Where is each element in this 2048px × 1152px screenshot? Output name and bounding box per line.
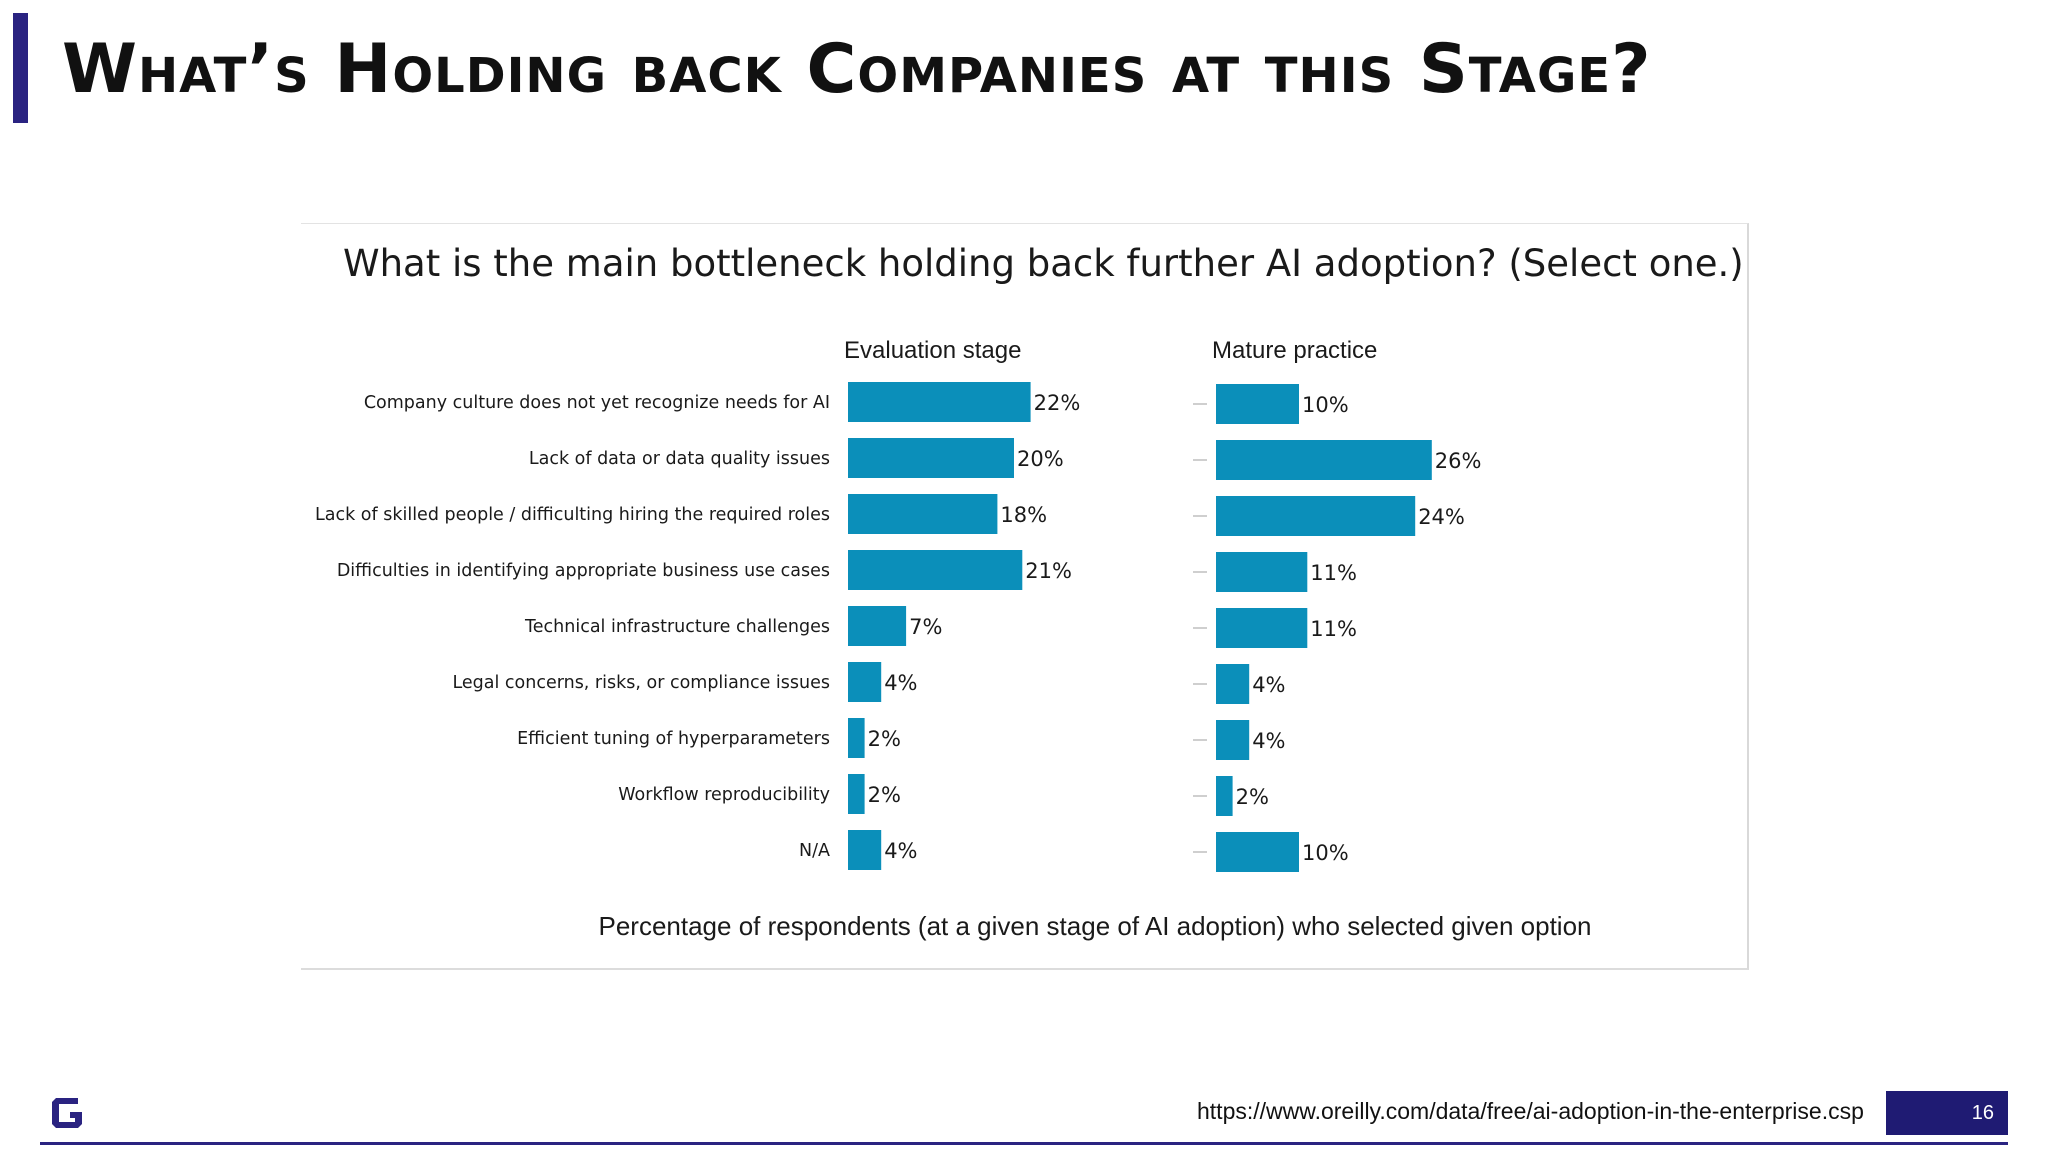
x-axis-caption: Percentage of respondents (at a given st… (598, 911, 1591, 941)
bar-value-label: 22% (1034, 391, 1081, 415)
page-number-badge: 16 (1886, 1091, 2008, 1135)
chart-title: What is the main bottleneck holding back… (343, 242, 1744, 285)
source-link[interactable]: https://www.oreilly.com/data/free/ai-ado… (1197, 1098, 1864, 1124)
mature-practice-bars: 10% 26% 24% 11% 11% 4% 4% 2% 10% (1193, 384, 1481, 872)
category-label: Technical infrastructure challenges (524, 617, 830, 637)
mature-bar (1216, 552, 1308, 592)
category-label: Workflow reproducibility (618, 785, 830, 805)
bar-value-label: 26% (1435, 449, 1482, 473)
bar-value-label: 11% (1310, 617, 1357, 641)
mature-bar (1216, 720, 1250, 760)
evaluation-bar (848, 718, 865, 758)
mature-bar (1216, 496, 1416, 536)
evaluation-bar (848, 438, 1014, 478)
mature-bar (1216, 832, 1299, 872)
bar-value-label: 10% (1302, 841, 1349, 865)
evaluation-bar (848, 830, 882, 870)
mature-bar (1216, 440, 1432, 480)
bar-value-label: 11% (1310, 561, 1357, 585)
slide-title: What’s Holding back Companies at this St… (62, 30, 1652, 109)
bottleneck-bar-chart: What is the main bottleneck holding back… (315, 242, 1744, 941)
bar-value-label: 20% (1017, 447, 1064, 471)
category-label: Efficient tuning of hyperparameters (517, 729, 830, 749)
bar-value-label: 4% (1252, 729, 1285, 753)
category-label: Difficulties in identifying appropriate … (337, 561, 830, 581)
bar-value-label: 7% (909, 615, 942, 639)
evaluation-bar (848, 774, 865, 814)
chart-card: What is the main bottleneck holding back… (301, 223, 1749, 970)
bar-value-label: 2% (1236, 785, 1269, 809)
bar-value-label: 24% (1418, 505, 1465, 529)
series-header-evaluation: Evaluation stage (844, 337, 1021, 364)
evaluation-bar (848, 662, 882, 702)
bar-value-label: 4% (1252, 673, 1285, 697)
category-labels: Company culture does not yet recognize n… (315, 393, 830, 861)
bar-value-label: 4% (884, 839, 917, 863)
series-header-mature: Mature practice (1212, 337, 1377, 364)
category-label: Legal concerns, risks, or compliance iss… (452, 673, 830, 693)
bar-value-label: 4% (884, 671, 917, 695)
evaluation-bar (848, 382, 1031, 422)
bar-value-label: 2% (868, 783, 901, 807)
mature-bar (1216, 664, 1250, 704)
category-label: Lack of data or data quality issues (529, 449, 830, 469)
company-logo-icon (52, 1098, 82, 1128)
bar-value-label: 10% (1302, 393, 1349, 417)
evaluation-bar (848, 494, 998, 534)
footer-rule (40, 1142, 2008, 1145)
title-accent-bar (13, 13, 28, 123)
category-label: Lack of skilled people / difficulting hi… (315, 505, 830, 525)
category-label: N/A (799, 841, 830, 861)
bar-value-label: 21% (1025, 559, 1072, 583)
evaluation-stage-bars: 22% 20% 18% 21% 7% 4% 2% 2% 4% (848, 382, 1080, 870)
bar-value-label: 2% (868, 727, 901, 751)
mature-bar (1216, 384, 1299, 424)
evaluation-bar (848, 550, 1023, 590)
bar-value-label: 18% (1000, 503, 1047, 527)
category-label: Company culture does not yet recognize n… (364, 393, 830, 413)
evaluation-bar (848, 606, 907, 646)
mature-bar (1216, 776, 1233, 816)
mature-bar (1216, 608, 1308, 648)
